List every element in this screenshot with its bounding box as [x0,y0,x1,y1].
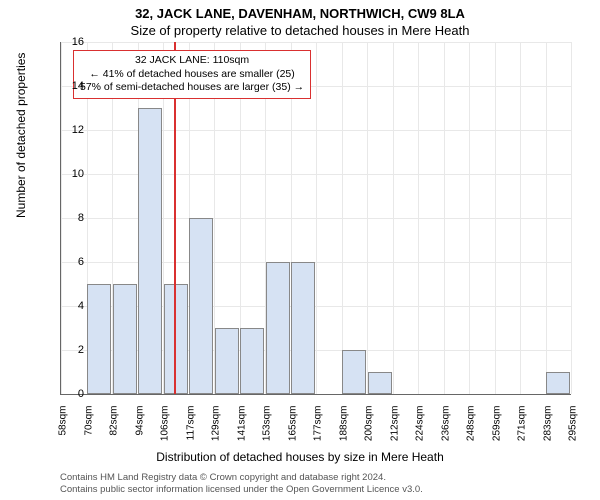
callout-line: ← 41% of detached houses are smaller (25… [80,68,304,82]
x-tick-label: 283sqm [542,406,553,456]
y-tick-label: 10 [54,168,84,180]
x-tick-label: 165sqm [287,406,298,456]
x-tick-label: 188sqm [338,406,349,456]
y-tick-label: 0 [54,388,84,400]
gridline-v [316,42,317,394]
callout-line: 32 JACK LANE: 110sqm [80,54,304,68]
footer-line-1: Contains HM Land Registry data © Crown c… [60,472,423,484]
x-tick-label: 129sqm [211,406,222,456]
x-tick-label: 271sqm [517,406,528,456]
y-axis-label: Number of detached properties [14,53,28,218]
gridline-v [571,42,572,394]
histogram-bar [368,372,392,394]
x-tick-label: 141sqm [236,406,247,456]
plot-region: 32 JACK LANE: 110sqm← 41% of detached ho… [60,42,571,395]
callout-box: 32 JACK LANE: 110sqm← 41% of detached ho… [73,50,311,99]
histogram-bar [87,284,111,394]
x-tick-label: 212sqm [389,406,400,456]
y-tick-label: 14 [54,80,84,92]
x-tick-label: 224sqm [415,406,426,456]
page-title-sub: Size of property relative to detached ho… [0,21,600,38]
gridline-v [393,42,394,394]
x-tick-label: 236sqm [440,406,451,456]
gridline-v [469,42,470,394]
gridline-v [546,42,547,394]
x-tick-label: 259sqm [491,406,502,456]
x-tick-label: 94sqm [134,406,145,456]
x-tick-label: 70sqm [83,406,94,456]
gridline-v [444,42,445,394]
histogram-bar [266,262,290,394]
x-tick-label: 106sqm [160,406,171,456]
x-tick-label: 82sqm [109,406,120,456]
histogram-bar [189,218,213,394]
gridline-v [342,42,343,394]
histogram-bar [138,108,162,394]
y-tick-label: 8 [54,212,84,224]
histogram-bar [546,372,570,394]
histogram-bar [113,284,137,394]
gridline-v [418,42,419,394]
x-tick-label: 200sqm [364,406,375,456]
histogram-bar [342,350,366,394]
histogram-bar [240,328,264,394]
callout-line: 57% of semi-detached houses are larger (… [80,81,304,95]
y-tick-label: 4 [54,300,84,312]
footer-line-2: Contains public sector information licen… [60,484,423,496]
gridline-v [367,42,368,394]
x-tick-label: 153sqm [262,406,273,456]
histogram-bar [291,262,315,394]
x-tick-label: 117sqm [185,406,196,456]
y-tick-label: 16 [54,36,84,48]
page-title-address: 32, JACK LANE, DAVENHAM, NORTHWICH, CW9 … [0,0,600,21]
y-tick-label: 12 [54,124,84,136]
footer-attribution: Contains HM Land Registry data © Crown c… [60,472,423,496]
y-tick-label: 2 [54,344,84,356]
histogram-bar [215,328,239,394]
y-tick-label: 6 [54,256,84,268]
x-tick-label: 177sqm [313,406,324,456]
x-tick-label: 58sqm [58,406,69,456]
gridline-v [520,42,521,394]
x-tick-label: 248sqm [466,406,477,456]
gridline-v [495,42,496,394]
x-tick-label: 295sqm [568,406,579,456]
histogram-chart: 32 JACK LANE: 110sqm← 41% of detached ho… [60,42,570,394]
